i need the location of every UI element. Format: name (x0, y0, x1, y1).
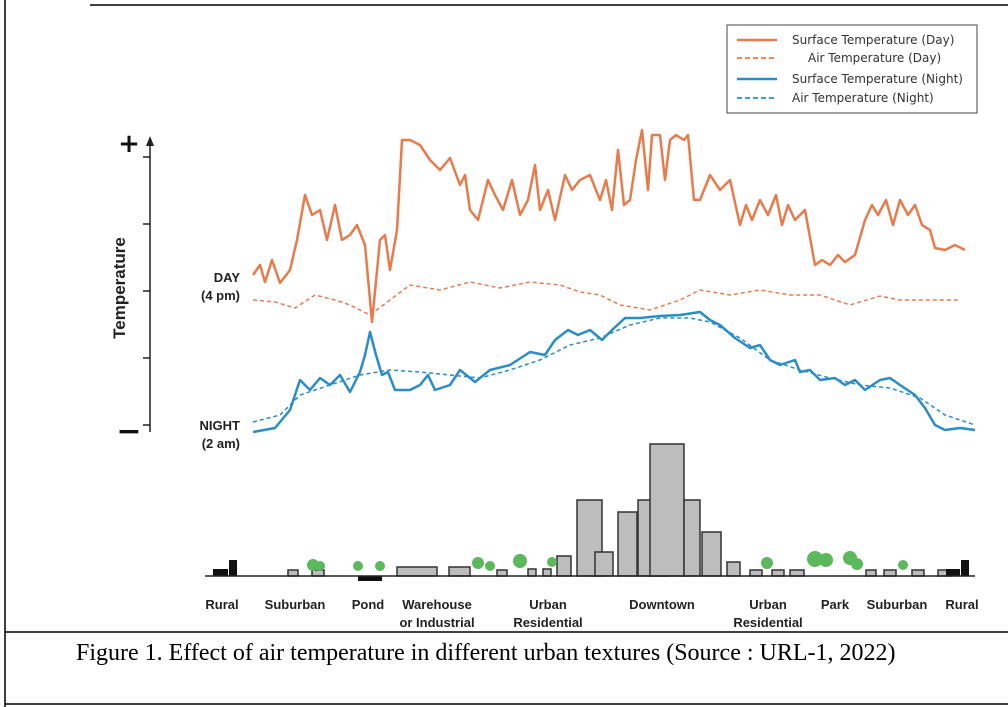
zone-label: Rural (945, 597, 978, 612)
surface-day-curve (251, 128, 966, 324)
zone-label: Pond (352, 597, 385, 612)
zone-label: Residential (513, 615, 582, 630)
zone-label: Suburban (867, 597, 928, 612)
zone-label: or Industrial (399, 615, 474, 630)
rural-houses (213, 560, 969, 581)
legend-label: Air Temperature (Night) (792, 91, 934, 105)
day-label: DAY (214, 270, 241, 285)
legend-label: Air Temperature (Day) (808, 51, 941, 65)
night-label: (2 am) (202, 436, 240, 451)
day-label: (4 pm) (201, 288, 240, 303)
y-axis-label: Temperature (110, 237, 129, 339)
trees (307, 551, 908, 571)
legend-label: Surface Temperature (Day) (792, 33, 954, 47)
zone-label: Urban (749, 597, 787, 612)
zone-label: Urban (529, 597, 567, 612)
y-min-symbol: − (116, 414, 141, 449)
air-night-curve (252, 317, 976, 426)
zone-label: Downtown (629, 597, 695, 612)
zone-label: Suburban (265, 597, 326, 612)
zone-label: Residential (733, 615, 802, 630)
surface-night-curve (252, 310, 976, 434)
zone-label: Park (821, 597, 850, 612)
figure-caption: Figure 1. Effect of air temperature in d… (76, 640, 896, 666)
y-max-symbol: + (118, 129, 140, 159)
zone-label: Warehouse (402, 597, 472, 612)
night-label: NIGHT (200, 418, 241, 433)
zone-labels: Rural Suburban Pond Warehouse or Industrial U… (205, 597, 978, 630)
y-axis-arrow (146, 136, 154, 146)
legend-label: Surface Temperature (Night) (792, 72, 963, 86)
zone-label: Rural (205, 597, 238, 612)
air-day-curve (252, 281, 958, 316)
y-axis-ticks (143, 156, 150, 426)
